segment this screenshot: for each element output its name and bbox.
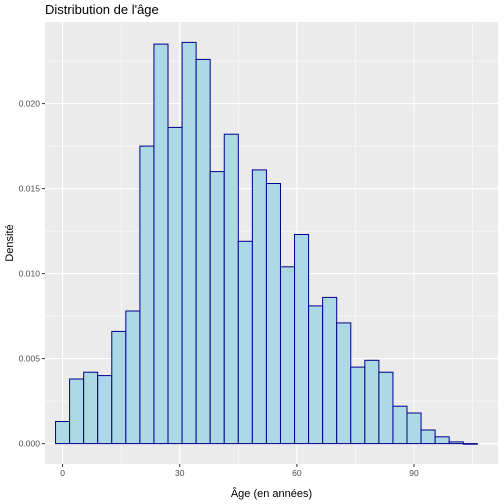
x-axis-ticks: 0 30 60 90 — [60, 464, 419, 478]
histogram-bar — [139, 145, 155, 445]
x-tick-label: 30 — [175, 468, 185, 478]
histogram-bar — [181, 41, 197, 445]
x-tick-label: 60 — [292, 468, 302, 478]
histogram-bar — [378, 371, 394, 445]
y-tick-label: 0.005 — [19, 354, 41, 364]
y-tick-label: 0.000 — [19, 439, 41, 449]
chart-title: Distribution de l'âge — [45, 2, 159, 17]
y-tick-label: 0.015 — [19, 184, 41, 194]
histogram-bar — [167, 126, 183, 445]
histogram-bar — [420, 429, 436, 445]
histogram-bar — [336, 322, 352, 445]
y-tick-label: 0.010 — [19, 269, 41, 279]
histogram-bar — [350, 366, 366, 445]
histogram-bar — [251, 169, 267, 445]
histogram-bar — [308, 305, 324, 445]
y-axis-title: Densité — [4, 224, 16, 261]
histogram-bar — [111, 330, 127, 445]
x-axis-title: Âge (en années) — [231, 487, 312, 500]
histogram-bar — [97, 375, 113, 445]
histogram-bar — [223, 133, 239, 445]
histogram-bar — [237, 240, 253, 445]
histogram-bar — [448, 441, 464, 445]
histogram-bar — [83, 371, 99, 445]
histogram-bar — [406, 412, 422, 445]
x-tick-label: 90 — [409, 468, 419, 478]
histogram-bar — [209, 171, 225, 445]
histogram-bar — [294, 234, 310, 445]
histogram-bar — [434, 436, 450, 445]
histogram-bar — [55, 421, 71, 445]
histogram-bar — [153, 43, 169, 445]
x-tick-label: 0 — [60, 468, 65, 478]
histogram-bars — [55, 41, 478, 445]
histogram-bar — [69, 378, 85, 445]
histogram-bar — [392, 405, 408, 445]
histogram-bar — [279, 266, 296, 445]
histogram-bar — [265, 183, 281, 445]
histogram-bar — [364, 359, 380, 445]
histogram-bar — [462, 443, 478, 445]
histogram-bar — [195, 58, 211, 445]
y-axis-ticks: 0.000 0.005 0.010 0.015 0.020 — [19, 99, 45, 449]
y-tick-label: 0.020 — [19, 99, 41, 109]
histogram-bar — [322, 296, 338, 445]
histogram-bar — [125, 310, 141, 445]
